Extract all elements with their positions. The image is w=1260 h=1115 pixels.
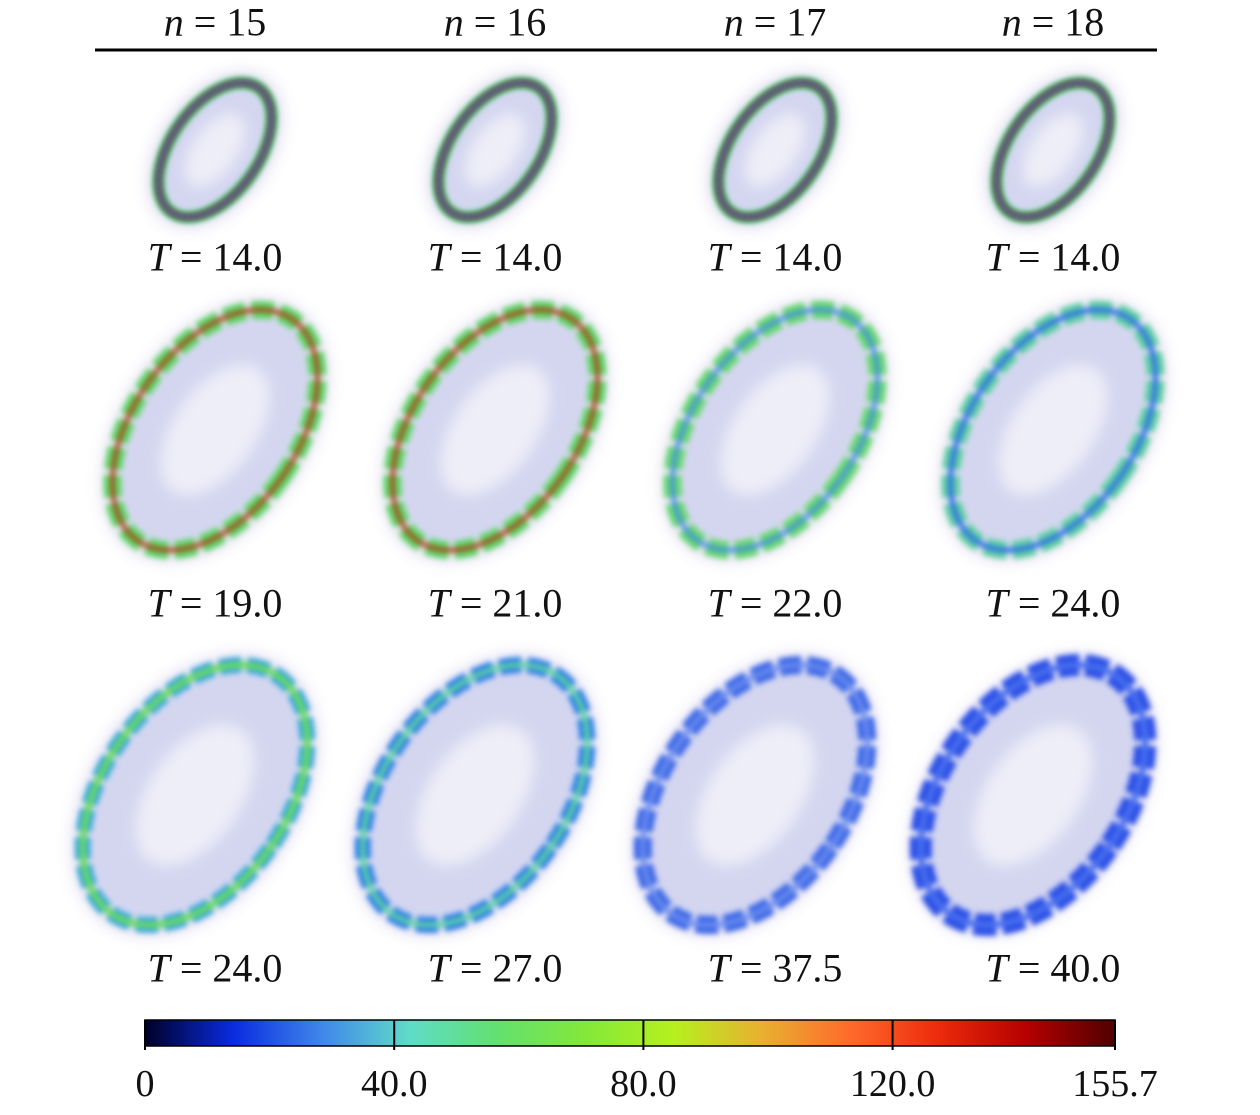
simulation-panel (907, 651, 1159, 939)
time-label: T = 40.0 (985, 945, 1121, 991)
colorbar-tick-label: 80.0 (610, 1063, 677, 1105)
simulation-panel (349, 651, 601, 939)
column-header: n = 17 (723, 0, 827, 45)
time-label: T = 14.0 (985, 234, 1121, 280)
panel-ring (716, 81, 834, 219)
panel-center (415, 724, 535, 866)
panel-center (695, 724, 815, 866)
panel-center (998, 364, 1108, 496)
panel-center (440, 364, 550, 496)
time-label: T = 24.0 (985, 580, 1121, 626)
colorbar-tick-label: 155.7 (1072, 1063, 1158, 1105)
panel-ring (436, 81, 554, 219)
time-label: T = 19.0 (147, 580, 283, 626)
time-label: T = 14.0 (147, 234, 283, 280)
panel-ring (917, 662, 1149, 928)
simulation-panel (98, 296, 332, 564)
time-label: T = 14.0 (707, 234, 843, 280)
colorbar (144, 1019, 1116, 1047)
simulation-panel (378, 296, 612, 564)
colorbar-tick-label: 120.0 (849, 1063, 936, 1105)
time-label: T = 21.0 (427, 580, 563, 626)
simulation-panel (658, 296, 892, 564)
panel-center (720, 364, 830, 496)
column-header: n = 16 (443, 0, 547, 45)
simulation-panel (936, 296, 1170, 564)
panel-center (160, 364, 270, 496)
panel-ring (110, 307, 320, 553)
time-label: T = 24.0 (147, 945, 283, 991)
panel-ring (360, 662, 590, 928)
simulation-panel (69, 651, 321, 939)
panel-center (745, 113, 805, 187)
panel-ring (947, 307, 1159, 553)
colorbar-tick-label: 0 (135, 1063, 155, 1105)
simulation-panel (424, 69, 566, 231)
panel-center (973, 724, 1093, 866)
panel-ring (640, 662, 870, 928)
column-header: n = 15 (163, 0, 267, 45)
time-label: T = 27.0 (427, 945, 563, 991)
time-label: T = 37.5 (707, 945, 843, 991)
panel-ring (994, 81, 1112, 219)
panel-center (185, 113, 245, 187)
simulation-panel (144, 69, 286, 231)
panel-ring (79, 662, 311, 928)
panel-ring (670, 307, 880, 553)
panel-center (465, 113, 525, 187)
panel-center (1023, 113, 1083, 187)
time-label: T = 14.0 (427, 234, 563, 280)
colorbar-tick-label: 40.0 (360, 1063, 428, 1105)
time-label: T = 22.0 (707, 580, 843, 626)
panel-ring (390, 307, 600, 553)
simulation-panel (704, 69, 846, 231)
panel-center (135, 724, 255, 866)
simulation-panel (629, 651, 881, 939)
simulation-panel (982, 69, 1124, 231)
column-header: n = 18 (1001, 0, 1105, 45)
